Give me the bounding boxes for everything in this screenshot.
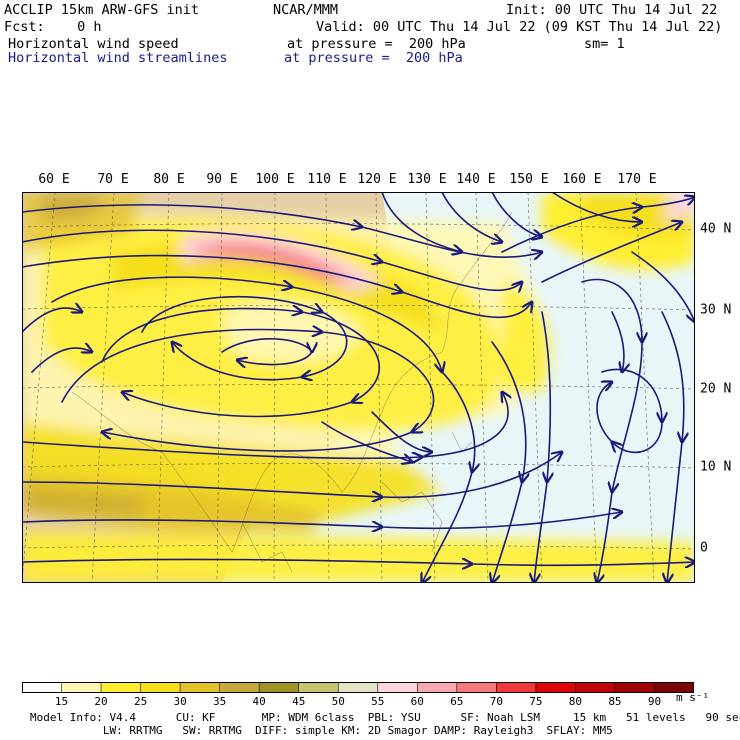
model-info-line2: LW: RRTMG SW: RRTMG DIFF: simple KM: 2D … bbox=[30, 724, 613, 737]
colorbar-cell bbox=[654, 682, 694, 693]
lon-label: 150 E bbox=[509, 172, 549, 187]
lon-label: 170 E bbox=[617, 172, 657, 187]
colorbar-cell bbox=[219, 682, 260, 693]
valid-time: Valid: 00 UTC Thu 14 Jul 22 (09 KST Thu … bbox=[316, 19, 723, 35]
colorbar-cell bbox=[575, 682, 616, 693]
colorbar-tick-label: 25 bbox=[133, 695, 148, 708]
colorbar-tick-label: 30 bbox=[173, 695, 187, 708]
lon-label: 90 E bbox=[206, 172, 238, 187]
colorbar bbox=[22, 682, 694, 693]
lat-label: 0 bbox=[700, 540, 708, 556]
colorbar-cell bbox=[416, 682, 458, 693]
colorbar-cell bbox=[61, 682, 102, 693]
field1-name: Horizontal wind speed bbox=[8, 36, 179, 52]
field2-level: at pressure = 200 hPa bbox=[284, 50, 463, 66]
colorbar-cell bbox=[22, 682, 63, 693]
forecast-hour: Fcst: 0 h bbox=[4, 19, 102, 35]
colorbar-tick-label: 45 bbox=[292, 695, 306, 708]
wind-map bbox=[22, 192, 695, 583]
colorbar-cell bbox=[614, 682, 656, 693]
org-label: NCAR/MMM bbox=[273, 2, 339, 18]
colorbar-tick-label: 70 bbox=[489, 695, 503, 708]
colorbar-cell bbox=[337, 682, 379, 693]
field2-name: Horizontal wind streamlines bbox=[8, 50, 228, 66]
colorbar-tick-label: 40 bbox=[252, 695, 266, 708]
lat-label: 10 N bbox=[700, 459, 732, 475]
lon-label: 160 E bbox=[562, 172, 602, 187]
streamlines bbox=[22, 192, 695, 583]
lon-label: 70 E bbox=[97, 172, 129, 187]
lon-label: 80 E bbox=[153, 172, 185, 187]
model-title: ACCLIP 15km ARW-GFS init bbox=[4, 2, 200, 18]
colorbar-cell bbox=[377, 682, 419, 693]
model-info-line1: Model Info: V4.4 CU: KF MP: WDM 6class P… bbox=[30, 711, 740, 724]
lat-label: 30 N bbox=[700, 302, 732, 318]
colorbar-tick-label: 35 bbox=[213, 695, 227, 708]
colorbar-tick-label: 20 bbox=[94, 695, 108, 708]
colorbar-cell bbox=[456, 682, 498, 693]
colorbar-cell bbox=[179, 682, 221, 693]
colorbar-tick-label: 50 bbox=[331, 695, 345, 708]
colorbar-tick-label: 75 bbox=[529, 695, 543, 708]
lon-label: 60 E bbox=[38, 172, 70, 187]
colorbar-unit: m s⁻¹ bbox=[676, 691, 710, 704]
lon-label: 140 E bbox=[456, 172, 496, 187]
colorbar-cell bbox=[496, 682, 537, 693]
colorbar-tick-label: 55 bbox=[371, 695, 385, 708]
colorbar-tick-label: 90 bbox=[647, 695, 662, 708]
smoothing-label: sm= 1 bbox=[584, 36, 625, 52]
colorbar-cell bbox=[100, 682, 142, 693]
colorbar-tick-label: 65 bbox=[450, 695, 464, 708]
colorbar-tick-label: 60 bbox=[410, 695, 424, 708]
lon-label: 110 E bbox=[307, 172, 347, 187]
field1-level: at pressure = 200 hPa bbox=[287, 36, 466, 52]
lon-label: 120 E bbox=[357, 172, 397, 187]
colorbar-cell bbox=[298, 682, 340, 693]
colorbar-cell bbox=[258, 682, 300, 693]
colorbar-tick-label: 85 bbox=[608, 695, 622, 708]
lat-label: 20 N bbox=[700, 381, 732, 397]
colorbar-cell bbox=[535, 682, 577, 693]
init-time: Init: 00 UTC Thu 14 Jul 22 bbox=[506, 2, 718, 18]
colorbar-tick-label: 80 bbox=[568, 695, 583, 708]
colorbar-tick-label: 15 bbox=[54, 695, 69, 708]
lon-label: 130 E bbox=[407, 172, 447, 187]
lon-label: 100 E bbox=[255, 172, 295, 187]
colorbar-cell bbox=[140, 682, 181, 693]
lat-label: 40 N bbox=[700, 221, 732, 237]
